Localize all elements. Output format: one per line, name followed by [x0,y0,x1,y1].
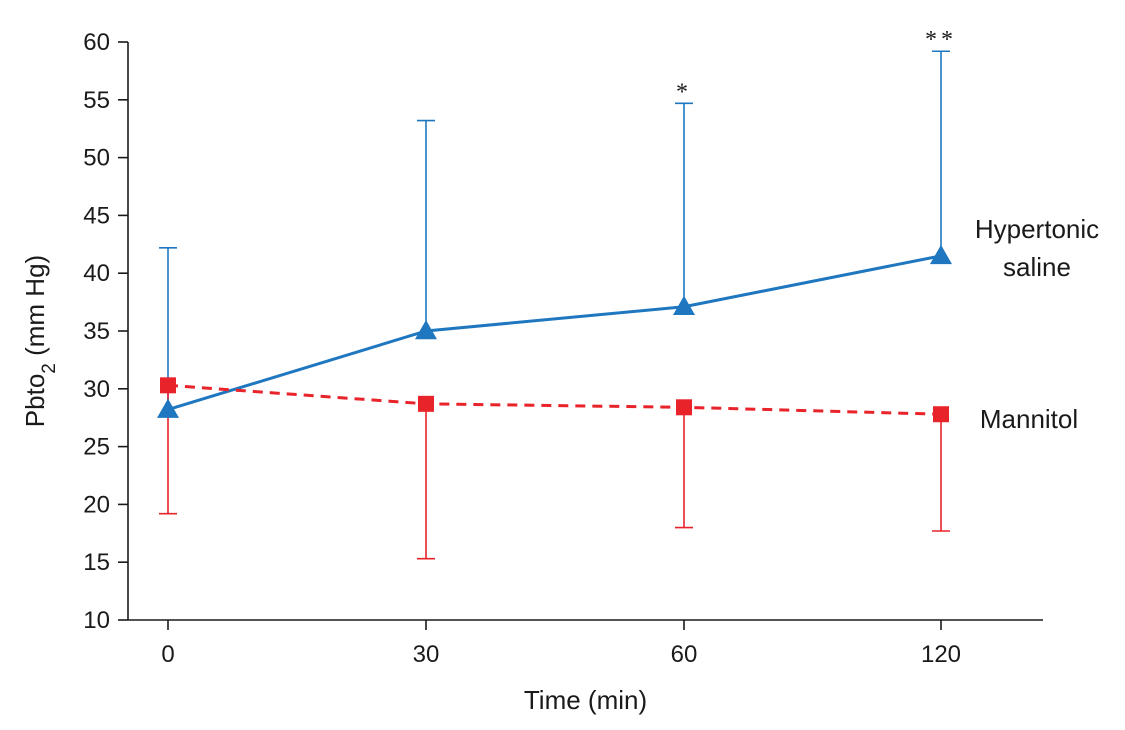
y-tick-label: 60 [83,29,110,56]
mannitol-marker [160,377,176,394]
x-axis-title: Time (min) [524,685,647,715]
y-tick-label: 30 [83,376,110,403]
mannitol-marker [418,395,434,412]
series-label-hypertonic-line1: Hypertonic [975,214,1099,244]
y-tick-label: 55 [83,87,110,114]
y-tick-label: 50 [83,145,110,172]
y-tick-label: 25 [83,434,110,461]
y-tick-label: 20 [83,491,110,518]
x-tick-label: 30 [413,641,440,668]
hypertonic-saline-line [167,254,942,412]
y-tick-label: 15 [83,549,110,576]
data-markers [157,244,952,423]
error-bars [159,50,950,560]
axes: 10 15 20 25 30 35 40 45 50 55 60 0 30 60 120 Time (min)… [20,29,1043,715]
y-tick-label: 35 [83,318,110,345]
mannitol-marker [676,399,692,416]
mannitol-marker [933,406,949,423]
significance-annotation: ** [925,27,957,53]
y-axis-title: Pbto2 (mm Hg) [20,255,60,427]
series-label-mannitol: Mannitol [980,404,1078,434]
hypertonic-saline-marker [415,320,437,340]
hypertonic-saline-marker [157,398,179,418]
x-tick-label: 120 [921,641,961,668]
mannitol-line [167,383,942,416]
hypertonic-saline-marker [673,295,695,315]
y-tick-label: 40 [83,260,110,287]
series-label-hypertonic-line2: saline [1003,252,1071,282]
significance-annotation: * [676,79,692,105]
y-tick-label: 10 [83,607,110,634]
hypertonic-saline-marker [930,244,952,265]
x-tick-label: 0 [161,641,174,668]
x-tick-label: 60 [671,641,698,668]
y-tick-label: 45 [83,202,110,229]
series-lines [167,254,942,416]
